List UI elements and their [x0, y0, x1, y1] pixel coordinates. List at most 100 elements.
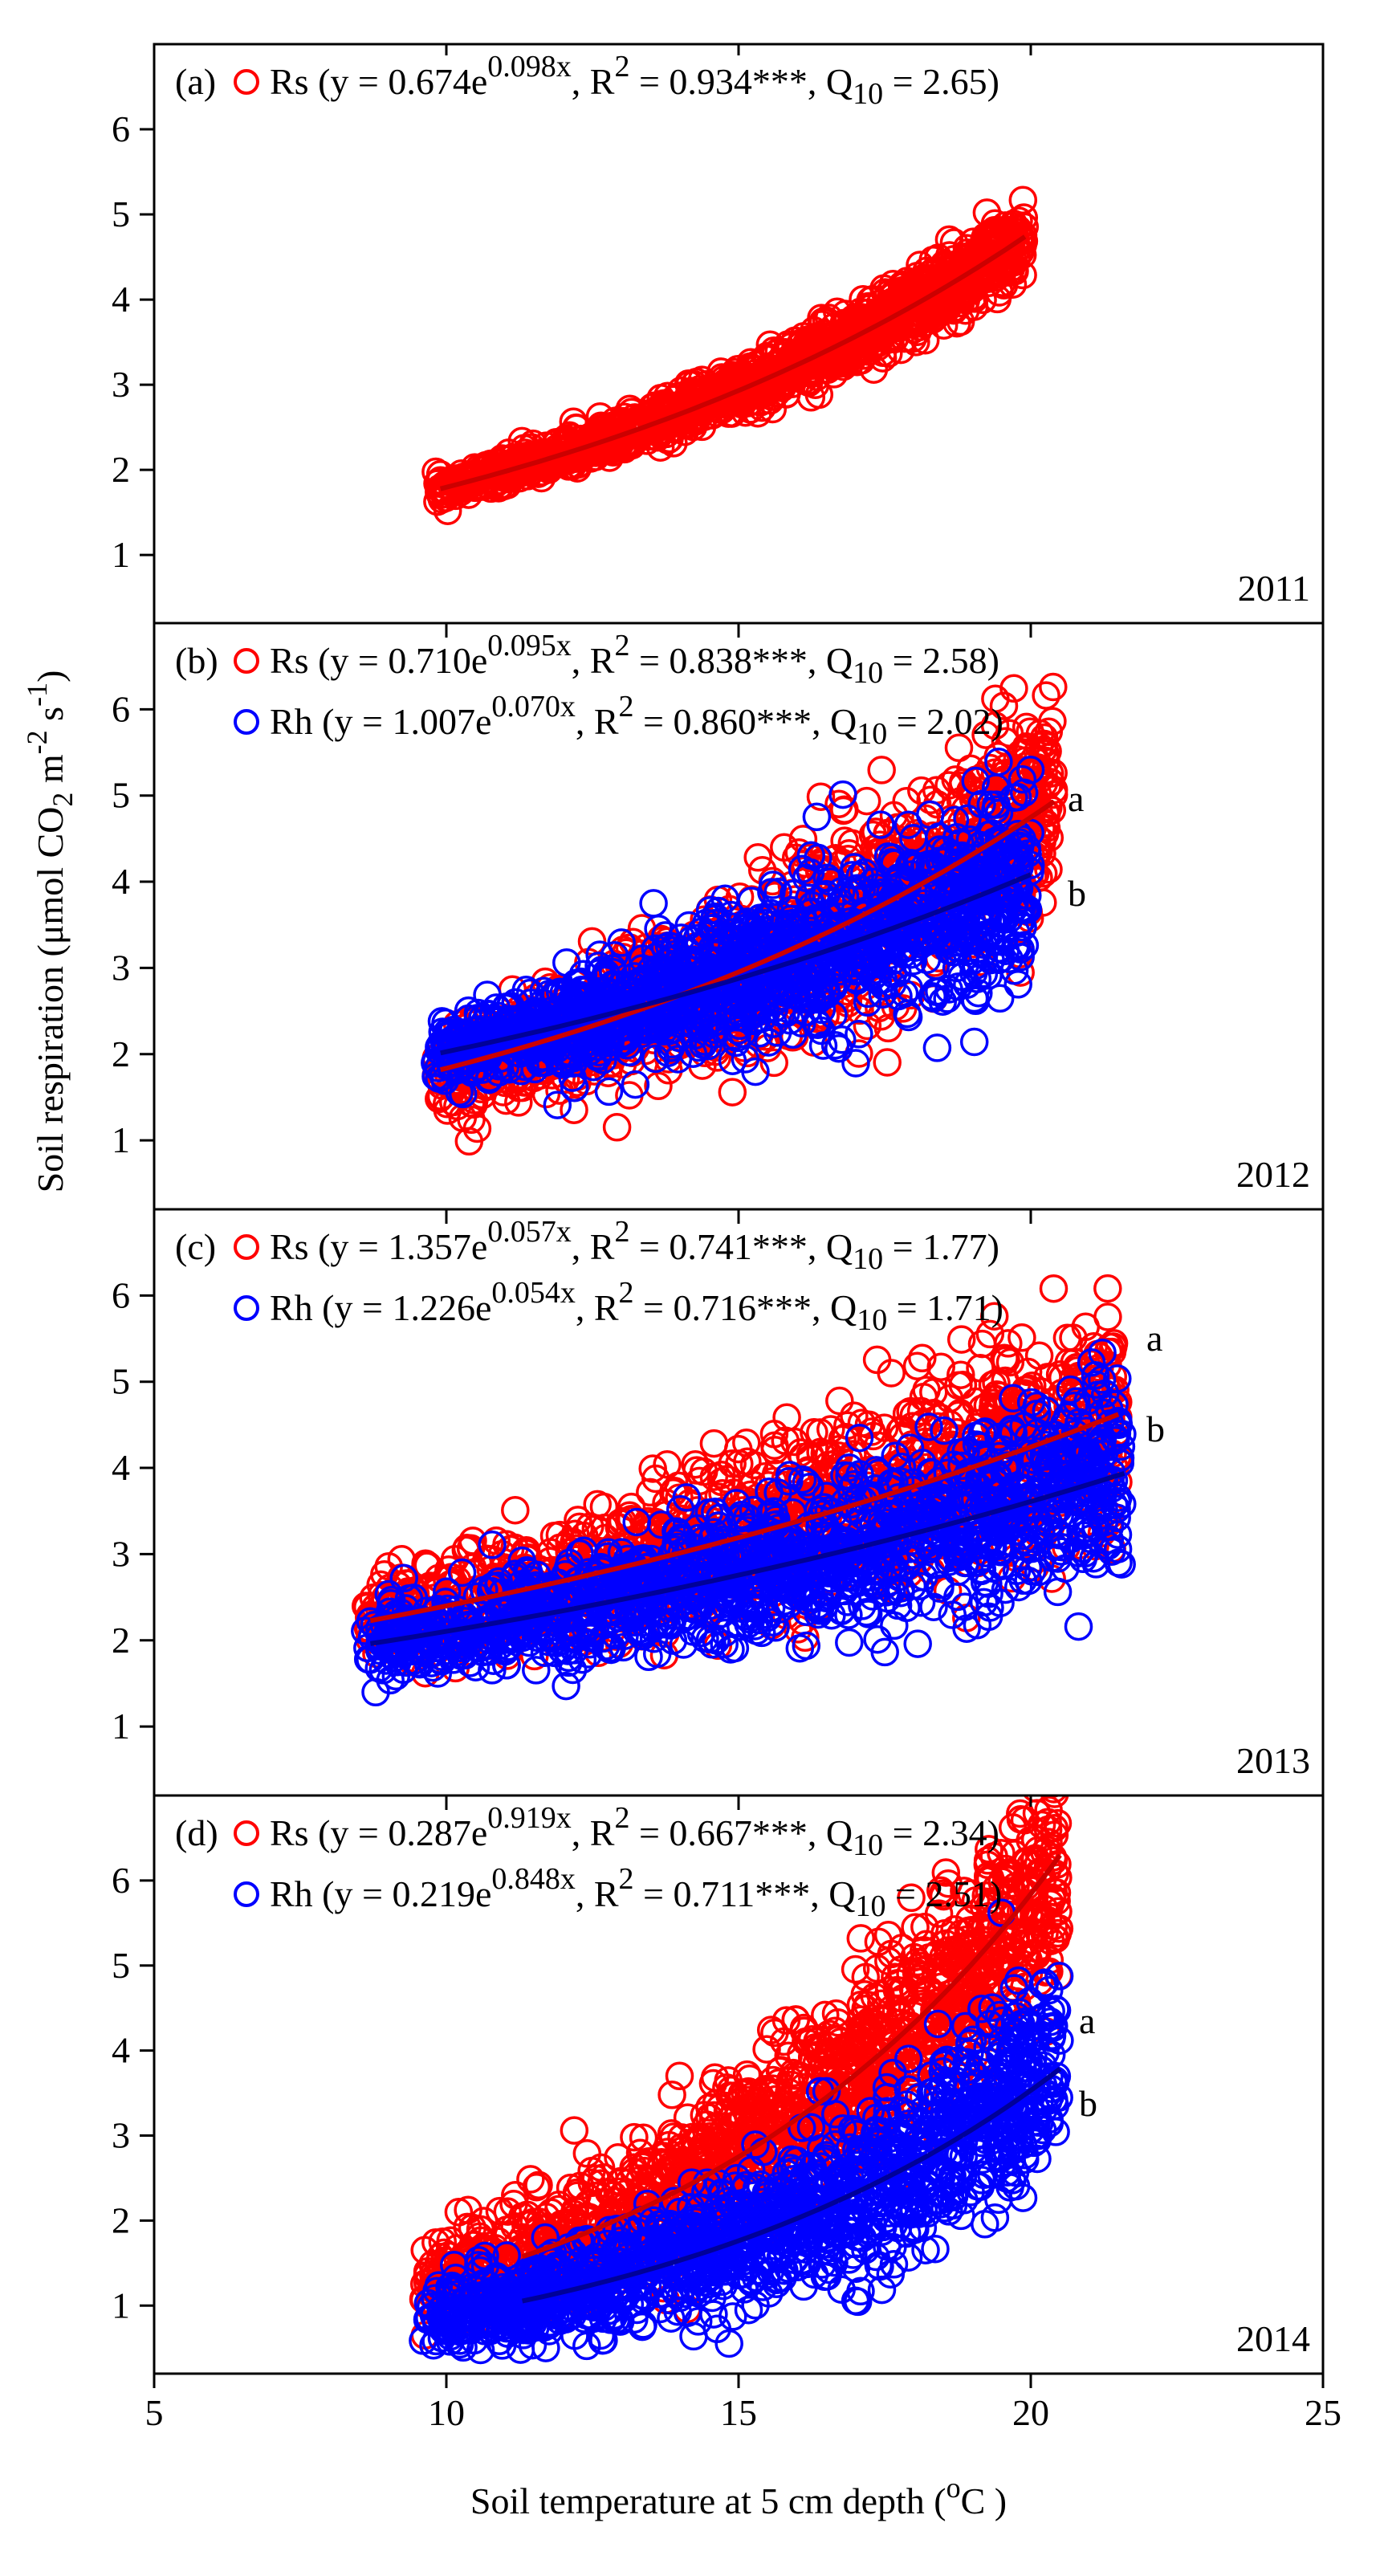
data-point-rh — [753, 921, 783, 951]
legend-marker-rs — [234, 69, 259, 95]
data-point-rh — [843, 935, 873, 964]
data-point-rh — [659, 1001, 689, 1030]
data-point-rh — [812, 863, 842, 892]
data-point-rs — [902, 1351, 932, 1380]
data-point-rh — [594, 1077, 624, 1107]
data-point-rh — [728, 1019, 757, 1049]
data-point-rh — [819, 1001, 848, 1029]
panel-frame — [153, 43, 1325, 625]
data-point-rh — [962, 951, 991, 980]
data-point-rs — [636, 401, 665, 430]
data-point-rh — [767, 973, 796, 1003]
data-point-rh — [717, 933, 747, 963]
data-point-rh — [651, 921, 680, 950]
data-point-rh — [615, 1021, 645, 1050]
data-point-rs — [995, 719, 1024, 748]
data-point-rs — [772, 1403, 801, 1432]
data-point-rs — [909, 285, 938, 314]
data-point-rh — [574, 1032, 603, 1061]
data-point-rh — [860, 949, 889, 979]
data-point-rs — [1039, 672, 1068, 702]
y-tick-label: 6 — [112, 688, 130, 729]
data-point-rs — [555, 1538, 584, 1567]
data-point-rs — [718, 1078, 747, 1107]
data-point-rh — [583, 1042, 613, 1072]
data-point-rs — [674, 396, 702, 425]
data-point-rs — [568, 443, 596, 472]
data-point-rs — [908, 1343, 937, 1373]
data-point-rs — [707, 363, 736, 392]
data-point-rh — [482, 1005, 511, 1034]
data-point-rh — [543, 1090, 572, 1119]
data-point-rs — [887, 271, 917, 300]
data-point-rh — [884, 886, 914, 915]
data-point-rs — [873, 1048, 902, 1077]
data-point-rh — [845, 1020, 873, 1049]
data-point-rs — [926, 1352, 955, 1381]
data-point-rh — [665, 1009, 694, 1038]
data-point-rh — [598, 954, 627, 983]
year-label: 2011 — [1238, 568, 1310, 609]
data-point-rs — [840, 1401, 869, 1430]
data-point-rs — [725, 882, 755, 911]
data-point-rh — [625, 1014, 653, 1043]
data-point-rs — [595, 443, 624, 472]
data-point-rs — [837, 314, 866, 344]
data-point-rs — [770, 833, 799, 862]
data-point-rh — [828, 780, 857, 809]
data-point-rh — [928, 987, 958, 1016]
data-point-rs — [1031, 740, 1060, 768]
data-point-rs — [971, 225, 1000, 255]
data-point-rh — [862, 873, 891, 903]
data-point-rs — [910, 325, 940, 355]
data-point-rs — [641, 1464, 670, 1494]
data-point-rh — [621, 1070, 650, 1099]
data-point-rs — [1093, 1274, 1122, 1303]
data-point-rh — [1007, 764, 1037, 794]
data-point-rs — [971, 720, 1000, 749]
data-point-rs — [789, 322, 818, 351]
data-point-rh — [1003, 782, 1032, 812]
data-point-rh — [763, 878, 792, 907]
fit-line-rs — [439, 234, 1027, 491]
data-point-rh — [741, 1057, 770, 1086]
data-point-rs — [446, 477, 475, 507]
y-tick-label: 2 — [112, 449, 130, 490]
data-point-rh — [906, 927, 935, 956]
y-tick-label: 4 — [112, 861, 130, 902]
data-point-rs — [975, 1319, 1005, 1349]
data-point-rs — [657, 394, 686, 424]
data-point-rh — [757, 878, 786, 907]
fit-line-rh — [440, 872, 1032, 1056]
data-point-rs — [504, 1088, 533, 1117]
data-point-rh — [824, 1033, 853, 1063]
data-point-rh — [950, 886, 979, 915]
legend-marker-rh — [234, 709, 259, 735]
data-point-rh — [1006, 935, 1035, 964]
data-point-rs — [1039, 1274, 1069, 1303]
data-point-rs — [867, 756, 896, 785]
data-point-rh — [639, 889, 668, 918]
data-point-rs — [830, 826, 859, 855]
data-point-rs — [825, 1386, 854, 1416]
y-tick-label: 5 — [112, 775, 130, 816]
data-point-rs — [853, 317, 883, 346]
data-point-rs — [862, 1345, 892, 1375]
fit-line-rs — [439, 799, 1056, 1073]
scatter-points — [421, 185, 1040, 525]
data-point-rs — [610, 429, 640, 458]
data-point-rs — [720, 357, 750, 387]
data-point-rs — [946, 1325, 976, 1354]
data-point-rs — [608, 1506, 637, 1536]
data-point-rh — [877, 843, 907, 872]
data-point-rs — [877, 1359, 906, 1388]
data-point-rh — [759, 1009, 788, 1038]
data-point-rh — [705, 935, 734, 964]
data-point-rh — [798, 984, 827, 1013]
data-point-rs — [806, 782, 836, 811]
data-point-rh — [973, 905, 1003, 934]
data-point-rs — [929, 269, 958, 299]
